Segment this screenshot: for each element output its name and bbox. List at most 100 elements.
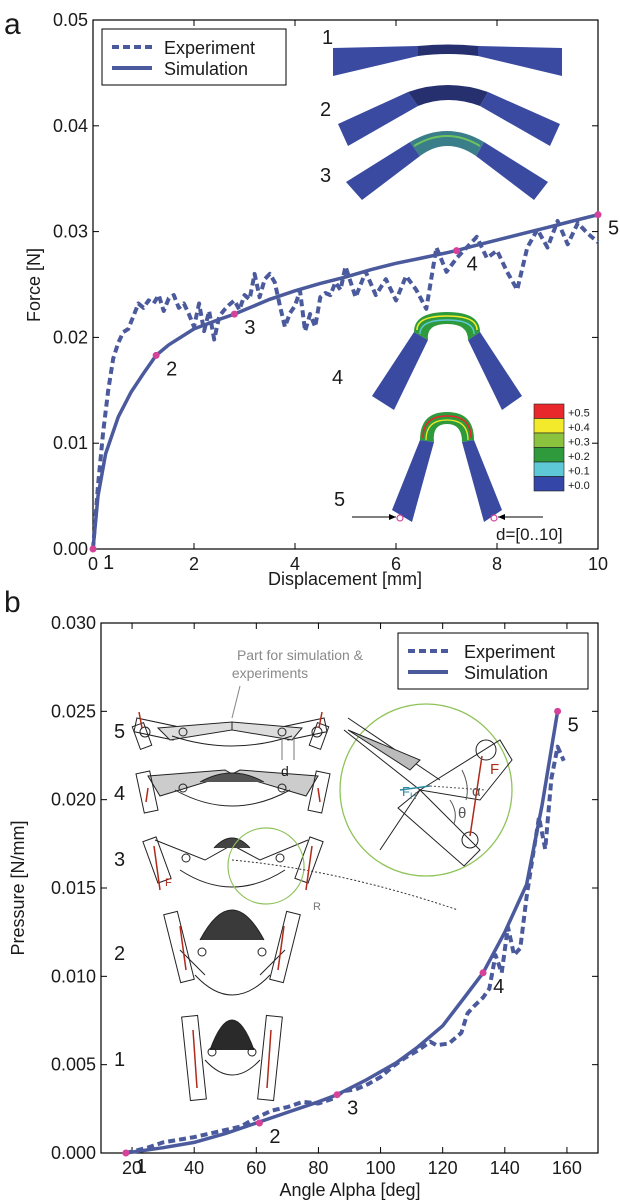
chart-a-xtick-label-4: 8 [492,554,502,574]
f-label-small: F [165,877,172,889]
chart-b-ytick-label-1: 0.005 [51,1055,96,1075]
part-note-pointer [231,685,241,719]
force-arrows [138,711,323,1089]
mechanism-annotations: Part for simulation & experiments d F R … [114,647,499,1071]
chart-b-markers: 1 2 3 4 5 [122,707,579,1178]
chart-a-marker-label-3: 3 [244,317,255,339]
colorbar-label-0: +0.5 [568,408,590,420]
legend-b: Experiment Simulation [397,632,589,690]
chart-b-xtick-label-3: 80 [308,1158,328,1178]
chart-b-xtick-label-2: 60 [246,1158,266,1178]
chart-b: 20 40 60 80 100 120 140 160 0.000 0.005 0.010 0.015… [8,613,599,1200]
fh-label: FH [402,784,416,801]
theta-label: θ [458,805,466,822]
chart-b-marker-label-5: 5 [568,714,579,736]
inset-label-a-3: 3 [320,165,331,187]
chart-a-ytick-label-1: 0.01 [53,433,88,453]
inset-label-b-4: 4 [114,783,125,805]
mesh-state-4 [372,312,522,410]
chart-b-ytick-label-3: 0.015 [51,878,96,898]
mechanism-state-5 [131,717,330,760]
r-label: R [313,901,321,913]
chart-b-marker-5 [554,707,562,715]
fh-label-main: F [402,784,410,799]
chart-b-xtick-label-4: 100 [366,1158,396,1178]
mesh-state-3 [346,131,548,200]
chart-b-insets [131,703,513,1102]
alpha-label: α [472,783,481,800]
panel-label-b: b [4,586,21,619]
chart-a-ytick-label-3: 0.03 [53,222,88,242]
legend-a-box [101,28,287,86]
chart-a-ylabel: Force [N] [24,248,44,322]
chart-b-series-experiment [125,744,566,1155]
chart-b-ytick-label-6: 0.030 [51,613,96,633]
inset-label-a-1: 1 [322,27,333,49]
chart-a-series [91,213,600,550]
chart-b-xtick-label-6: 140 [490,1158,520,1178]
chart-b-marker-label-3: 3 [347,1098,358,1120]
inset-label-a-5: 5 [334,489,345,511]
legend-a: Experiment Simulation [101,28,287,86]
colorbar: +0.5 +0.4 +0.3 +0.2 +0.1 +0.0 [533,403,590,492]
colorbar-label-3: +0.2 [568,451,590,463]
chart-a-marker-5 [594,211,602,219]
chart-a-xlabel: Displacement [mm] [268,569,422,589]
inset-label-b-5: 5 [114,721,125,743]
chart-b-xtick-label-5: 120 [428,1158,458,1178]
legend-b-box [397,632,589,690]
chart-a-marker-1 [89,545,97,553]
inset-label-a-4: 4 [332,367,343,389]
chart-b-marker-1 [122,1149,130,1157]
chart-a-xtick-label-2: 4 [290,554,300,574]
legend-a-experiment-label: Experiment [164,38,255,58]
chart-a-xtick-label-5: 10 [588,554,608,574]
chart-b-series-simulation [125,711,560,1155]
colorbar-label-2: +0.3 [568,437,590,449]
legend-b-experiment-label: Experiment [464,642,555,662]
chart-a-xtick-label-0: 0 [88,554,98,574]
colorbar-label-1: +0.4 [568,422,590,434]
chart-b-marker-label-4: 4 [493,976,504,998]
chart-b-marker-3 [333,1091,341,1099]
mesh-state-5 [352,412,543,522]
inset-label-a-2: 2 [320,99,331,121]
chart-b-ytick-label-4: 0.020 [51,790,96,810]
d-label: d [281,763,289,779]
chart-a: 0 2 4 6 8 10 0.00 0.01 0.02 0.03 0.04 0.05 [24,10,619,589]
chart-b-marker-label-2: 2 [269,1126,280,1148]
legend-a-simulation-label: Simulation [164,59,248,79]
chart-b-xlabel: Angle Alpha [deg] [279,1180,420,1200]
chart-a-ytick-label-0: 0.00 [53,539,88,559]
chart-a-ytick-label-2: 0.02 [53,327,88,347]
inset-label-b-1: 1 [114,1049,125,1071]
chart-a-insets: 1 2 3 4 5 d=[0..10] [320,27,563,544]
colorbar-swatch-3 [533,447,565,463]
f-label-large: F [490,761,499,778]
chart-a-marker-label-2: 2 [166,358,177,380]
mechanism-state-4 [135,769,331,814]
chart-a-series-experiment [91,219,600,550]
colorbar-swatch-2 [533,432,565,448]
colorbar-swatch-4 [533,461,565,477]
chart-b-xtick-label-0: 20 [122,1158,142,1178]
mechanism-state-1 [181,1014,283,1102]
inset-label-b-3: 3 [114,849,125,871]
chart-a-marker-3 [230,310,238,318]
displacement-annotation: d=[0..10] [496,525,563,544]
chart-a-markers: 1 2 3 4 5 [89,211,619,574]
chart-a-marker-label-1: 1 [103,552,114,574]
chart-b-ytick-label-0: 0.000 [51,1143,96,1163]
zoom-circle [339,703,513,877]
chart-b-xtick-label-1: 40 [184,1158,204,1178]
chart-a-xtick-label-3: 6 [391,554,401,574]
mesh-state-1 [333,44,562,76]
panel-label-a: a [4,8,21,41]
chart-a-xtick-label-1: 2 [189,554,199,574]
chart-a-marker-2 [152,351,160,359]
colorbar-swatch-0 [533,403,565,419]
colorbar-swatch-5 [533,476,565,492]
chart-a-marker-4 [453,247,461,255]
chart-b-ticks: 20 40 60 80 100 120 140 160 0.000 0.005 0.010 0.015… [51,613,598,1178]
